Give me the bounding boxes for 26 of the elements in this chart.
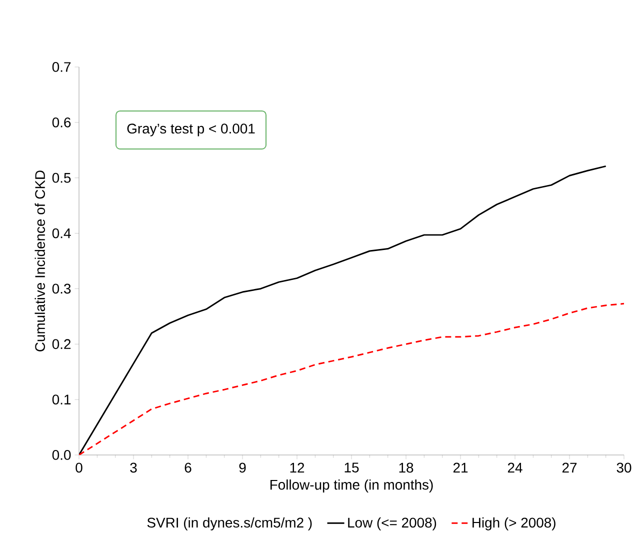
legend-label: Low (<= 2008) — [348, 517, 436, 530]
y-tick-label: 0.4 — [52, 228, 71, 238]
y-axis-title: Cumulative Incidence of CKD — [34, 170, 46, 352]
x-tick-label: 6 — [184, 462, 192, 473]
x-tick-label: 3 — [130, 462, 137, 473]
x-tick-label: 27 — [562, 462, 577, 472]
y-tick-label: 0.1 — [52, 394, 71, 404]
legend-label: High (> 2008) — [472, 517, 556, 530]
y-tick-label: 0.0 — [52, 450, 71, 460]
legend-title: SVRI (in dynes.s/cm5/m2 ) — [147, 517, 312, 530]
y-tick-label: 0.2 — [52, 339, 71, 350]
x-tick-label: 18 — [399, 462, 414, 473]
line-series — [79, 165, 607, 455]
y-tick-label: 0.7 — [52, 62, 71, 72]
x-tick-label: 15 — [344, 462, 359, 472]
y-tick-label: 0.3 — [52, 284, 71, 294]
x-tick-label: 9 — [239, 462, 246, 473]
y-tick-label: 0.6 — [52, 117, 71, 128]
x-tick-label: 24 — [508, 462, 522, 472]
annotation: Gray’s test p < 0.001 — [127, 124, 255, 136]
x-tick-label: 12 — [290, 462, 304, 472]
x-tick-label: 0 — [76, 462, 82, 473]
y-tick-label: 0.5 — [52, 172, 71, 183]
x-axis-title: Follow-up time (in months) — [270, 479, 433, 492]
x-tick-label: 21 — [453, 462, 468, 472]
x-tick-label: 30 — [616, 462, 632, 473]
